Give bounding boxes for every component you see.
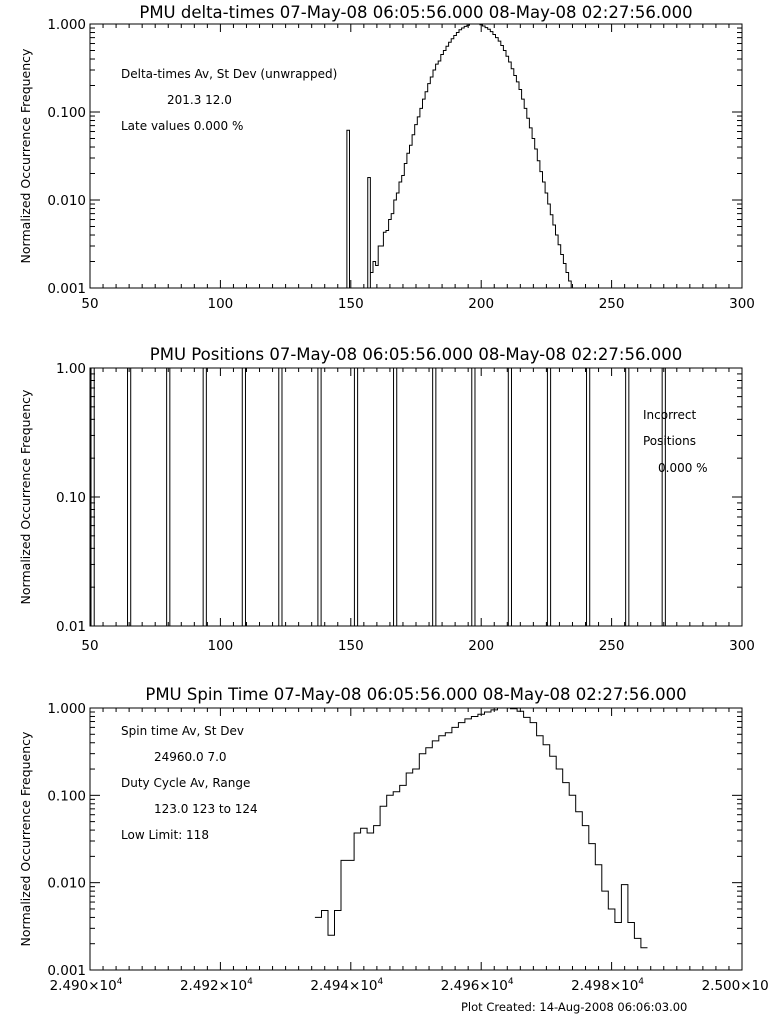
plot-annotation: Delta-times Av, St Dev (unwrapped) (121, 67, 337, 81)
x-tick-exponent: 4 (638, 977, 644, 987)
position-bar (127, 367, 132, 627)
position-bar (317, 367, 322, 627)
histogram-series (314, 707, 648, 949)
x-tick-label: 150 (338, 296, 364, 312)
chart-title: PMU Spin Time 07-May-08 06:05:56.000 08-… (145, 685, 686, 704)
histogram-series (370, 23, 585, 289)
y-tick-label: 1.000 (47, 701, 86, 717)
position-bar (393, 367, 398, 627)
delta-times-panel: PMU delta-times 07-May-08 06:05:56.000 0… (18, 3, 755, 312)
plot-frame (89, 23, 743, 289)
x-tick-label: 300 (729, 296, 755, 312)
x-tick-label: 2.496×104 (441, 977, 514, 994)
outlier-spike (346, 129, 350, 289)
x-tick-label: 50 (81, 638, 98, 654)
position-bar (625, 367, 630, 627)
x-tick-label: 300 (729, 638, 755, 654)
y-tick-label: 1.000 (47, 17, 86, 33)
y-tick-label: 1.00 (56, 361, 86, 377)
y-tick-label: 0.001 (47, 963, 86, 979)
x-tick-label: 2.498×104 (571, 977, 644, 994)
x-tick-label: 200 (468, 638, 494, 654)
plot-annotation: Low Limit: 118 (121, 828, 209, 842)
x-tick-exponent: 4 (117, 977, 123, 987)
plot-annotation: 0.000 % (658, 461, 708, 475)
position-bar (432, 367, 437, 627)
x-tick-label: 2.494×104 (310, 977, 383, 994)
outlier-spike (367, 177, 371, 289)
x-tick-label: 2.492×104 (180, 977, 253, 994)
x-tick-exponent: 4 (247, 977, 253, 987)
chart-title: PMU Positions 07-May-08 06:05:56.000 08-… (150, 345, 682, 364)
position-bar (241, 367, 246, 627)
plot-annotation: 201.3 12.0 (167, 93, 232, 107)
position-bar (661, 367, 666, 627)
plot-annotation: Duty Cycle Av, Range (121, 776, 250, 790)
position-bar (471, 367, 476, 627)
x-tick-label: 250 (599, 638, 625, 654)
plot-annotation: 24960.0 7.0 (154, 750, 227, 764)
y-axis-label: Normalized Occurrence Frequency (18, 389, 33, 604)
plot-annotation: Late values 0.000 % (121, 119, 243, 133)
y-tick-label: 0.10 (56, 490, 86, 506)
position-bar (202, 367, 207, 627)
chart-title: PMU delta-times 07-May-08 06:05:56.000 0… (139, 3, 692, 22)
x-tick-label: 50 (81, 296, 98, 312)
x-tick-exponent: 4 (508, 977, 514, 987)
x-tick-label: 100 (208, 638, 234, 654)
x-tick-label: 2.490×104 (50, 977, 123, 994)
y-axis-label: Normalized Occurrence Frequency (18, 731, 33, 946)
y-tick-label: 0.100 (47, 788, 86, 804)
position-bar (90, 367, 95, 627)
plot-created-footer: Plot Created: 14-Aug-2008 06:06:03.00 (461, 1000, 688, 1014)
position-bar (507, 367, 512, 627)
x-tick-exponent: 4 (378, 977, 384, 987)
plot-annotation: Positions (643, 434, 696, 448)
plot-annotation: Spin time Av, St Dev (121, 724, 244, 738)
x-tick-label: 150 (338, 638, 364, 654)
y-tick-label: 0.100 (47, 105, 86, 121)
position-bar (586, 367, 591, 627)
positions-panel: PMU Positions 07-May-08 06:05:56.000 08-… (18, 345, 755, 654)
x-tick-label: 250 (599, 296, 625, 312)
y-axis-label: Normalized Occurrence Frequency (18, 48, 33, 263)
y-tick-label: 0.001 (47, 281, 86, 297)
spin-time-panel: PMU Spin Time 07-May-08 06:05:56.000 08-… (18, 685, 768, 994)
y-tick-label: 0.010 (47, 193, 86, 209)
x-tick-label: 200 (468, 296, 494, 312)
position-bar (278, 367, 283, 627)
x-tick-label: 100 (208, 296, 234, 312)
x-tick-label: 2.500×104 (702, 977, 768, 994)
plot-annotation: Incorrect (643, 408, 696, 422)
y-tick-label: 0.01 (56, 619, 86, 635)
plot-annotation: 123.0 123 to 124 (154, 802, 258, 816)
plot-frame (89, 367, 743, 627)
y-tick-label: 0.010 (47, 876, 86, 892)
position-bar (166, 367, 171, 627)
position-bar (546, 367, 552, 627)
position-bar (353, 367, 359, 627)
